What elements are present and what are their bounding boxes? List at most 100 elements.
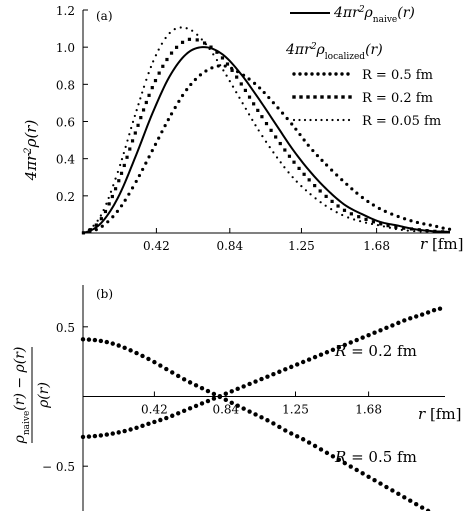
series-point-r05 [330,168,334,172]
series-point-r02 [287,154,292,158]
legend-swatch-r02 [348,95,352,99]
series-point-r005 [438,230,442,233]
x-tick-label-a: 0.84 [216,239,243,253]
series-point-r02-diff [342,342,347,348]
series-point-r005 [219,64,222,67]
series-point-r02 [150,86,154,90]
series-point-r02 [180,40,185,44]
series-point-r02 [174,45,179,49]
series-point-r02-diff [128,427,133,432]
series-point-r05-diff [86,337,92,342]
series-point-r005 [425,230,429,233]
legend-swatch-r02 [306,95,310,99]
series-point-r005 [413,229,416,233]
series-point-r02 [269,128,273,132]
series-point-r02-diff [283,367,288,372]
series-point-r02 [119,171,124,175]
series-point-r005 [130,126,133,130]
series-point-r02 [215,50,219,54]
series-point-r02-diff [360,335,365,340]
series-point-r005 [382,225,386,228]
series-point-r02 [165,57,169,62]
legend-label-naive: 4πr2ρnaive(r) [333,5,415,25]
legend-swatch-r02 [299,95,303,99]
legend-swatch-r05 [292,72,296,76]
series-point-r005 [145,78,148,81]
series-point-r02 [417,228,421,232]
series-point-r02-diff [158,417,163,423]
series-point-r005 [126,139,129,142]
series-point-r02 [264,121,269,126]
series-point-r05 [290,122,294,126]
series-point-r005 [149,65,152,69]
series-point-r05 [134,179,138,184]
series-point-r005 [419,230,422,233]
x-tick-label-b: 0.42 [141,403,168,417]
series-point-r05 [185,87,189,92]
series-point-r005 [394,227,397,231]
series-point-r005 [309,193,312,196]
series-point-r02 [318,189,322,193]
y-tick-label-b: 0.5 [56,321,75,335]
legend-swatch-r05 [298,72,302,76]
series-point-r02-diff [396,320,401,326]
series-point-r005 [215,58,219,62]
series-point-r05 [422,222,426,226]
series-point-r02-diff [176,411,181,416]
series-point-r05-diff [134,350,139,356]
series-point-r05 [169,112,174,116]
series-point-r02 [110,194,114,199]
series-point-r005 [173,28,176,31]
series-point-r05-diff [277,424,282,430]
series-point-r005 [139,97,142,100]
series-point-r05 [294,127,298,131]
series-point-r005 [168,31,171,35]
legend-label: R = 0.5 fm [362,68,433,83]
series-point-r02 [94,223,98,227]
series-point-r02-diff [437,306,443,311]
series-point-r005 [107,196,110,200]
x-tick-label-b: 0.84 [212,403,239,417]
series-point-r02-diff [271,372,276,377]
series-point-r05 [241,73,246,77]
series-point-r005 [287,171,290,174]
series-point-r05-diff [181,377,187,382]
series-point-r02 [136,123,140,127]
series-point-r02 [297,166,301,170]
series-point-r05 [193,77,197,82]
series-point-r005 [112,184,115,187]
series-point-r02-diff [419,312,425,317]
series-point-r02 [342,208,347,212]
series-point-r02-diff [336,345,342,350]
series-point-r05 [360,195,364,200]
series-point-r05 [280,111,285,115]
series-point-r005 [102,208,105,212]
x-tick-label-a: 0.42 [143,239,170,253]
series-point-r05-diff [408,498,413,503]
series-point-r05-diff [187,380,193,385]
series-point-r05 [340,178,344,182]
series-point-r005 [122,151,125,155]
series-point-r02-diff [140,423,145,429]
series-point-r005 [160,42,164,45]
series-point-r005 [400,228,403,231]
series-point-r005 [222,69,225,72]
series-point-r005 [244,107,247,110]
legend-swatch-r005 [342,118,345,122]
series-point-r02 [349,212,353,216]
series-point-r005 [335,211,338,214]
series-point-r05 [371,203,375,207]
series-point-r05-diff [223,397,228,403]
series-point-r005 [238,96,241,99]
series-point-r05 [144,161,148,165]
series-point-r05-diff [170,370,175,375]
series-point-r02-diff [229,389,234,394]
series-point-r02-diff [408,316,413,321]
series-point-r02-diff [348,340,353,345]
series-point-r05-diff [360,471,365,476]
series-point-r05-diff [419,505,425,510]
series-point-r005 [96,219,99,222]
legend-swatch-r05 [334,72,338,76]
series-point-r05-diff [366,474,371,479]
